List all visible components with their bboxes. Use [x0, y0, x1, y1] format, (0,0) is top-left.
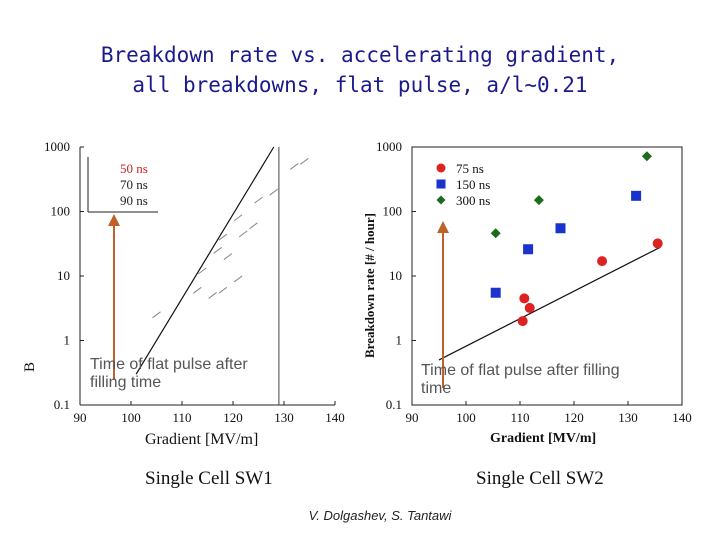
data-point-diamond [490, 228, 501, 239]
y-tick-label: 10 [57, 268, 70, 283]
data-point-marker [233, 275, 243, 283]
arrow-left-head [108, 214, 120, 226]
legend-label: 70 ns [120, 177, 148, 192]
slide-title-line1: Breakdown rate vs. accelerating gradient… [100, 43, 620, 67]
data-point-marker [289, 163, 299, 170]
x-tick-label: 110 [172, 410, 191, 425]
arrow-right-head [437, 221, 449, 233]
x-tick-label: 100 [121, 410, 141, 425]
trend-line [438, 246, 661, 361]
data-point-diamond [533, 195, 544, 206]
data-point-circle [519, 293, 530, 304]
x-axis-label: Gradient [MV/m] [145, 431, 258, 448]
data-point-marker [208, 292, 217, 299]
slide-title-line2: all breakdowns, flat pulse, a/l~0.21 [132, 73, 588, 97]
x-tick-label: 110 [510, 410, 529, 425]
data-point-marker [218, 286, 228, 294]
data-point-marker [223, 253, 233, 260]
data-point-square [523, 244, 534, 255]
legend-label: 150 ns [456, 177, 490, 192]
legend-label: 90 ns [120, 193, 148, 208]
legend-marker-circle [436, 163, 446, 173]
x-tick-label: 140 [672, 410, 692, 425]
data-point-marker [152, 311, 161, 319]
data-point-marker [269, 188, 279, 196]
y-tick-label: 100 [51, 204, 71, 219]
x-tick-label: 120 [223, 410, 243, 425]
y-tick-label: 1 [396, 333, 403, 348]
x-tick-label: 90 [406, 410, 419, 425]
x-tick-label: 90 [74, 410, 87, 425]
data-point-square [490, 287, 501, 298]
legend-box [88, 157, 158, 212]
x-tick-label: 130 [274, 410, 294, 425]
data-point-marker [300, 157, 309, 165]
x-tick-label: 120 [564, 410, 584, 425]
caption-sw1: Single Cell SW1 [145, 468, 273, 489]
trend-line [135, 146, 275, 375]
x-tick-label: 140 [325, 410, 345, 425]
data-point-marker [198, 267, 207, 275]
x-tick-label: 100 [456, 410, 476, 425]
annotation-right: Time of flat pulse after filling time [421, 362, 620, 397]
y-tick-label: 1 [64, 333, 71, 348]
legend-label: 50 ns [120, 161, 148, 176]
data-point-marker [218, 233, 228, 241]
data-point-circle [597, 256, 608, 267]
data-point-marker [233, 214, 243, 222]
y-tick-label: 100 [383, 204, 403, 219]
legend-label: 300 ns [456, 193, 490, 208]
data-point-square [631, 190, 642, 201]
y-tick-label: 10 [389, 268, 402, 283]
x-axis-label: Gradient [MV/m] [490, 431, 596, 446]
x-tick-label: 130 [618, 410, 638, 425]
y-tick-label: 1000 [44, 139, 70, 154]
data-point-marker [249, 222, 258, 230]
author-credit: V. Dolgashev, S. Tantawi [308, 508, 452, 523]
annotation-left: Time of flat pulse after filling time [90, 356, 248, 391]
data-point-circle [517, 316, 528, 327]
data-point-diamond [641, 151, 652, 162]
legend-marker-square [436, 179, 446, 189]
caption-sw2: Single Cell SW2 [476, 468, 604, 489]
y-axis-label: Breakdown rate [# / hour] [362, 213, 377, 358]
y-axis-label: B [22, 362, 38, 372]
data-point-circle [524, 302, 535, 313]
y-tick-label: 0.1 [54, 397, 70, 412]
legend-marker-diamond [436, 195, 446, 205]
y-tick-label: 1000 [376, 139, 402, 154]
data-point-marker [254, 196, 263, 204]
y-tick-label: 0.1 [386, 397, 402, 412]
data-point-marker [213, 246, 222, 254]
data-point-marker [238, 230, 248, 238]
legend-label: 75 ns [456, 161, 484, 176]
data-point-circle [652, 238, 663, 249]
data-point-marker [193, 286, 202, 294]
data-point-square [555, 223, 566, 234]
